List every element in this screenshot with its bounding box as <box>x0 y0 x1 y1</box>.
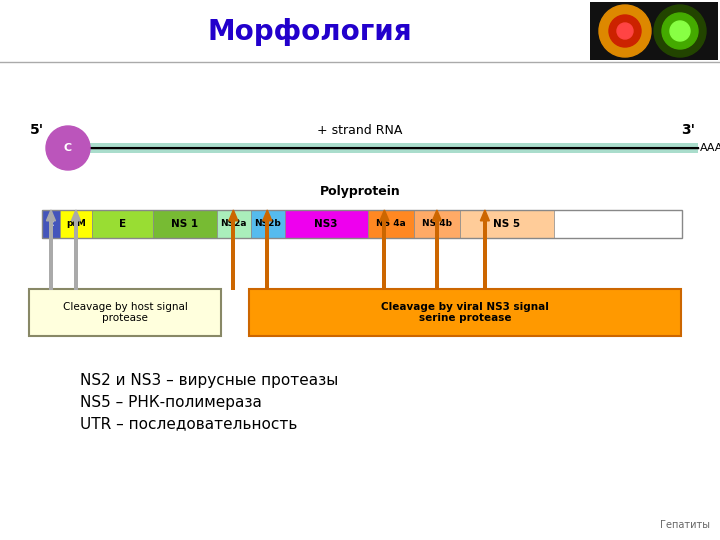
Text: NS 1: NS 1 <box>171 219 198 229</box>
Circle shape <box>609 15 641 47</box>
Circle shape <box>46 126 90 170</box>
Circle shape <box>670 21 690 41</box>
Text: E: E <box>119 219 126 229</box>
Text: NS2b: NS2b <box>254 219 281 228</box>
Text: NS5 – РНК-полимераза: NS5 – РНК-полимераза <box>80 395 262 409</box>
Circle shape <box>662 13 698 49</box>
Bar <box>435 221 439 290</box>
Text: Гепатиты: Гепатиты <box>660 520 710 530</box>
Polygon shape <box>480 210 490 221</box>
Polygon shape <box>71 210 81 221</box>
Text: Морфология: Морфология <box>207 18 413 46</box>
Bar <box>42 210 682 238</box>
Text: NS 4a: NS 4a <box>376 219 405 228</box>
Bar <box>460 210 554 238</box>
Bar <box>251 210 284 238</box>
Text: C: C <box>64 143 72 153</box>
Text: Cleavage by host signal
protease: Cleavage by host signal protease <box>63 302 187 323</box>
Bar <box>231 221 235 290</box>
Bar <box>60 210 92 238</box>
FancyBboxPatch shape <box>29 289 221 336</box>
Polygon shape <box>433 210 441 221</box>
Bar <box>92 210 153 238</box>
Text: AAAAA: AAAAA <box>700 143 720 153</box>
Text: Polyprotein: Polyprotein <box>320 186 400 199</box>
Bar <box>382 221 387 290</box>
Bar <box>483 221 487 290</box>
Text: NS2 и NS3 – вирусные протеазы: NS2 и NS3 – вирусные протеазы <box>80 373 338 388</box>
Bar <box>368 210 414 238</box>
Text: NS3: NS3 <box>315 219 338 229</box>
Polygon shape <box>229 210 238 221</box>
Polygon shape <box>380 210 389 221</box>
Bar <box>414 210 460 238</box>
Text: NS2a: NS2a <box>220 219 247 228</box>
Text: 3': 3' <box>681 123 695 137</box>
Text: NS 5: NS 5 <box>493 219 521 229</box>
Bar <box>74 221 78 290</box>
Bar <box>217 210 251 238</box>
Circle shape <box>599 5 651 57</box>
Circle shape <box>617 23 633 39</box>
Polygon shape <box>47 210 55 221</box>
Bar <box>153 210 217 238</box>
FancyBboxPatch shape <box>65 143 698 153</box>
Bar <box>265 221 269 290</box>
Text: UTR – последовательность: UTR – последовательность <box>80 416 297 431</box>
Text: prM: prM <box>66 219 86 228</box>
Bar <box>284 210 368 238</box>
Polygon shape <box>263 210 271 221</box>
Text: + strand RNA: + strand RNA <box>318 124 402 137</box>
Text: c: c <box>48 219 54 228</box>
Text: NS 4b: NS 4b <box>422 219 452 228</box>
Text: Cleavage by viral NS3 signal
serine protease: Cleavage by viral NS3 signal serine prot… <box>381 302 549 323</box>
Bar <box>49 221 53 290</box>
FancyBboxPatch shape <box>249 289 681 336</box>
Circle shape <box>654 5 706 57</box>
FancyBboxPatch shape <box>590 2 718 60</box>
Bar <box>42 210 60 238</box>
Text: 5': 5' <box>30 123 44 137</box>
